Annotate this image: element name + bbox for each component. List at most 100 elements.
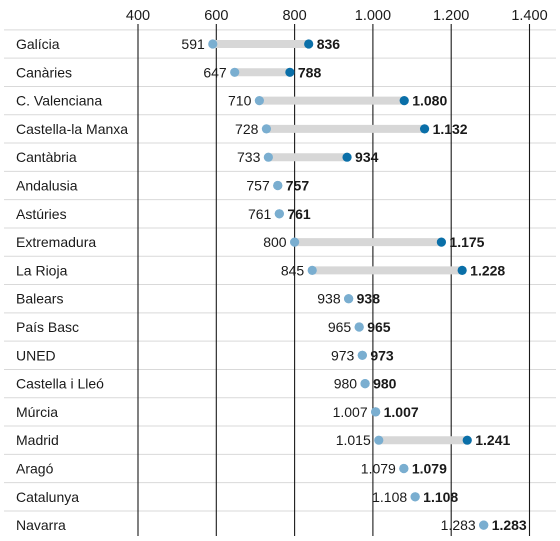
dumbbell-row: Canàries 647 788 xyxy=(16,64,321,80)
category-label: Navarra xyxy=(16,517,66,533)
low-value-label: 757 xyxy=(246,178,270,194)
low-value-label: 728 xyxy=(235,121,259,137)
low-value-label: 938 xyxy=(317,291,341,307)
high-point xyxy=(342,152,352,162)
chart-marks: Galícia 591 836 Canàries 647 788 C. Valenciana… xyxy=(16,36,527,533)
low-point xyxy=(254,96,264,106)
low-value-label: 1.015 xyxy=(336,432,371,448)
low-value-label: 1.079 xyxy=(361,461,396,477)
high-point xyxy=(436,237,447,247)
low-value-label: 845 xyxy=(281,262,305,278)
high-value-label: 934 xyxy=(355,149,379,165)
high-point xyxy=(285,67,295,77)
high-value-label: 788 xyxy=(298,64,322,80)
category-label: Andalusia xyxy=(16,178,78,194)
high-value-label: 1.283 xyxy=(492,517,527,533)
dumbbell-row: Castella i Lleó 980 980 xyxy=(16,376,397,392)
high-point xyxy=(479,520,489,530)
high-point xyxy=(273,180,283,191)
low-value-label: 591 xyxy=(181,36,205,52)
low-value-label: 1.108 xyxy=(372,489,407,505)
high-value-label: 1.241 xyxy=(475,432,510,448)
dumbbell-row: C. Valenciana 710 1.080 xyxy=(16,93,447,109)
dumbbell-row: Cantàbria 733 934 xyxy=(16,149,379,165)
dumbbell-row: Aragó 1.079 1.079 xyxy=(16,461,447,477)
low-value-label: 761 xyxy=(248,206,272,222)
category-label: Aragó xyxy=(16,461,54,477)
high-value-label: 980 xyxy=(373,376,397,392)
dumbbell-row: Extremadura 800 1.175 xyxy=(16,234,485,250)
dumbbell-row: País Basc 965 965 xyxy=(16,319,391,335)
x-tick-label: 600 xyxy=(204,8,228,24)
dumbbell-row: La Rioja 845 1.228 xyxy=(16,262,505,278)
high-point xyxy=(371,407,381,417)
x-tick-label: 800 xyxy=(282,8,306,24)
high-value-label: 1.108 xyxy=(423,489,458,505)
high-value-label: 1.228 xyxy=(470,262,505,278)
category-label: UNED xyxy=(16,347,56,363)
category-label: Castella-la Manxa xyxy=(16,121,128,137)
category-label: Múrcia xyxy=(16,404,58,420)
gridlines xyxy=(137,24,531,536)
low-point xyxy=(230,67,240,77)
x-tick-label: 1.000 xyxy=(355,8,391,24)
low-value-label: 1.007 xyxy=(333,404,368,420)
high-value-label: 1.132 xyxy=(433,121,468,137)
row-lines xyxy=(4,29,556,540)
low-value-label: 710 xyxy=(228,93,252,109)
category-label: País Basc xyxy=(16,319,79,335)
dumbbell-row: Andalusia 757 757 xyxy=(16,178,309,194)
high-value-label: 761 xyxy=(287,206,311,222)
category-label: Astúries xyxy=(16,206,67,222)
high-point xyxy=(399,463,409,474)
category-label: La Rioja xyxy=(16,262,68,278)
category-label: Extremadura xyxy=(16,234,96,250)
high-point xyxy=(357,350,367,360)
high-value-label: 1.175 xyxy=(449,234,484,250)
dumbbell-row: Astúries 761 761 xyxy=(16,206,311,222)
high-point xyxy=(304,39,314,49)
low-point xyxy=(290,237,300,247)
category-label: Galícia xyxy=(16,36,60,52)
low-value-label: 1.283 xyxy=(441,517,476,533)
dumbbell-row: Navarra 1.283 1.283 xyxy=(16,517,527,533)
low-point xyxy=(261,124,272,134)
category-label: Balears xyxy=(16,291,63,307)
dumbbell-row: UNED 973 973 xyxy=(16,347,394,363)
dumbbell-row: Madrid 1.015 1.241 xyxy=(16,432,510,448)
high-point xyxy=(360,379,370,389)
high-value-label: 938 xyxy=(357,291,381,307)
x-tick-label: 400 xyxy=(126,8,150,24)
high-point xyxy=(344,294,354,304)
low-value-label: 800 xyxy=(263,234,287,250)
dumbbell-row: Catalunya 1.108 1.108 xyxy=(16,489,458,505)
low-value-label: 733 xyxy=(237,149,261,165)
low-point xyxy=(307,265,317,275)
low-value-label: 965 xyxy=(328,319,352,335)
category-label: Canàries xyxy=(16,64,72,80)
high-point xyxy=(419,124,430,134)
low-value-label: 973 xyxy=(331,347,355,363)
high-value-label: 1.007 xyxy=(384,404,419,420)
high-value-label: 965 xyxy=(367,319,391,335)
low-point xyxy=(263,152,273,162)
high-point xyxy=(410,492,420,502)
high-value-label: 1.079 xyxy=(412,461,447,477)
dumbbell-row: Múrcia 1.007 1.007 xyxy=(16,404,419,420)
low-point xyxy=(374,435,384,445)
high-point xyxy=(354,322,364,332)
high-point xyxy=(399,96,409,106)
low-value-label: 647 xyxy=(203,64,227,80)
high-value-label: 1.080 xyxy=(412,93,447,109)
category-label: Madrid xyxy=(16,432,59,448)
category-label: Catalunya xyxy=(16,489,79,505)
high-point xyxy=(274,209,284,219)
category-label: Castella i Lleó xyxy=(16,376,104,392)
high-value-label: 973 xyxy=(370,347,394,363)
high-value-label: 757 xyxy=(286,178,310,194)
category-label: Cantàbria xyxy=(16,149,77,165)
dumbbell-row: Balears 938 938 xyxy=(16,291,380,307)
x-tick-label: 1.400 xyxy=(511,8,547,24)
